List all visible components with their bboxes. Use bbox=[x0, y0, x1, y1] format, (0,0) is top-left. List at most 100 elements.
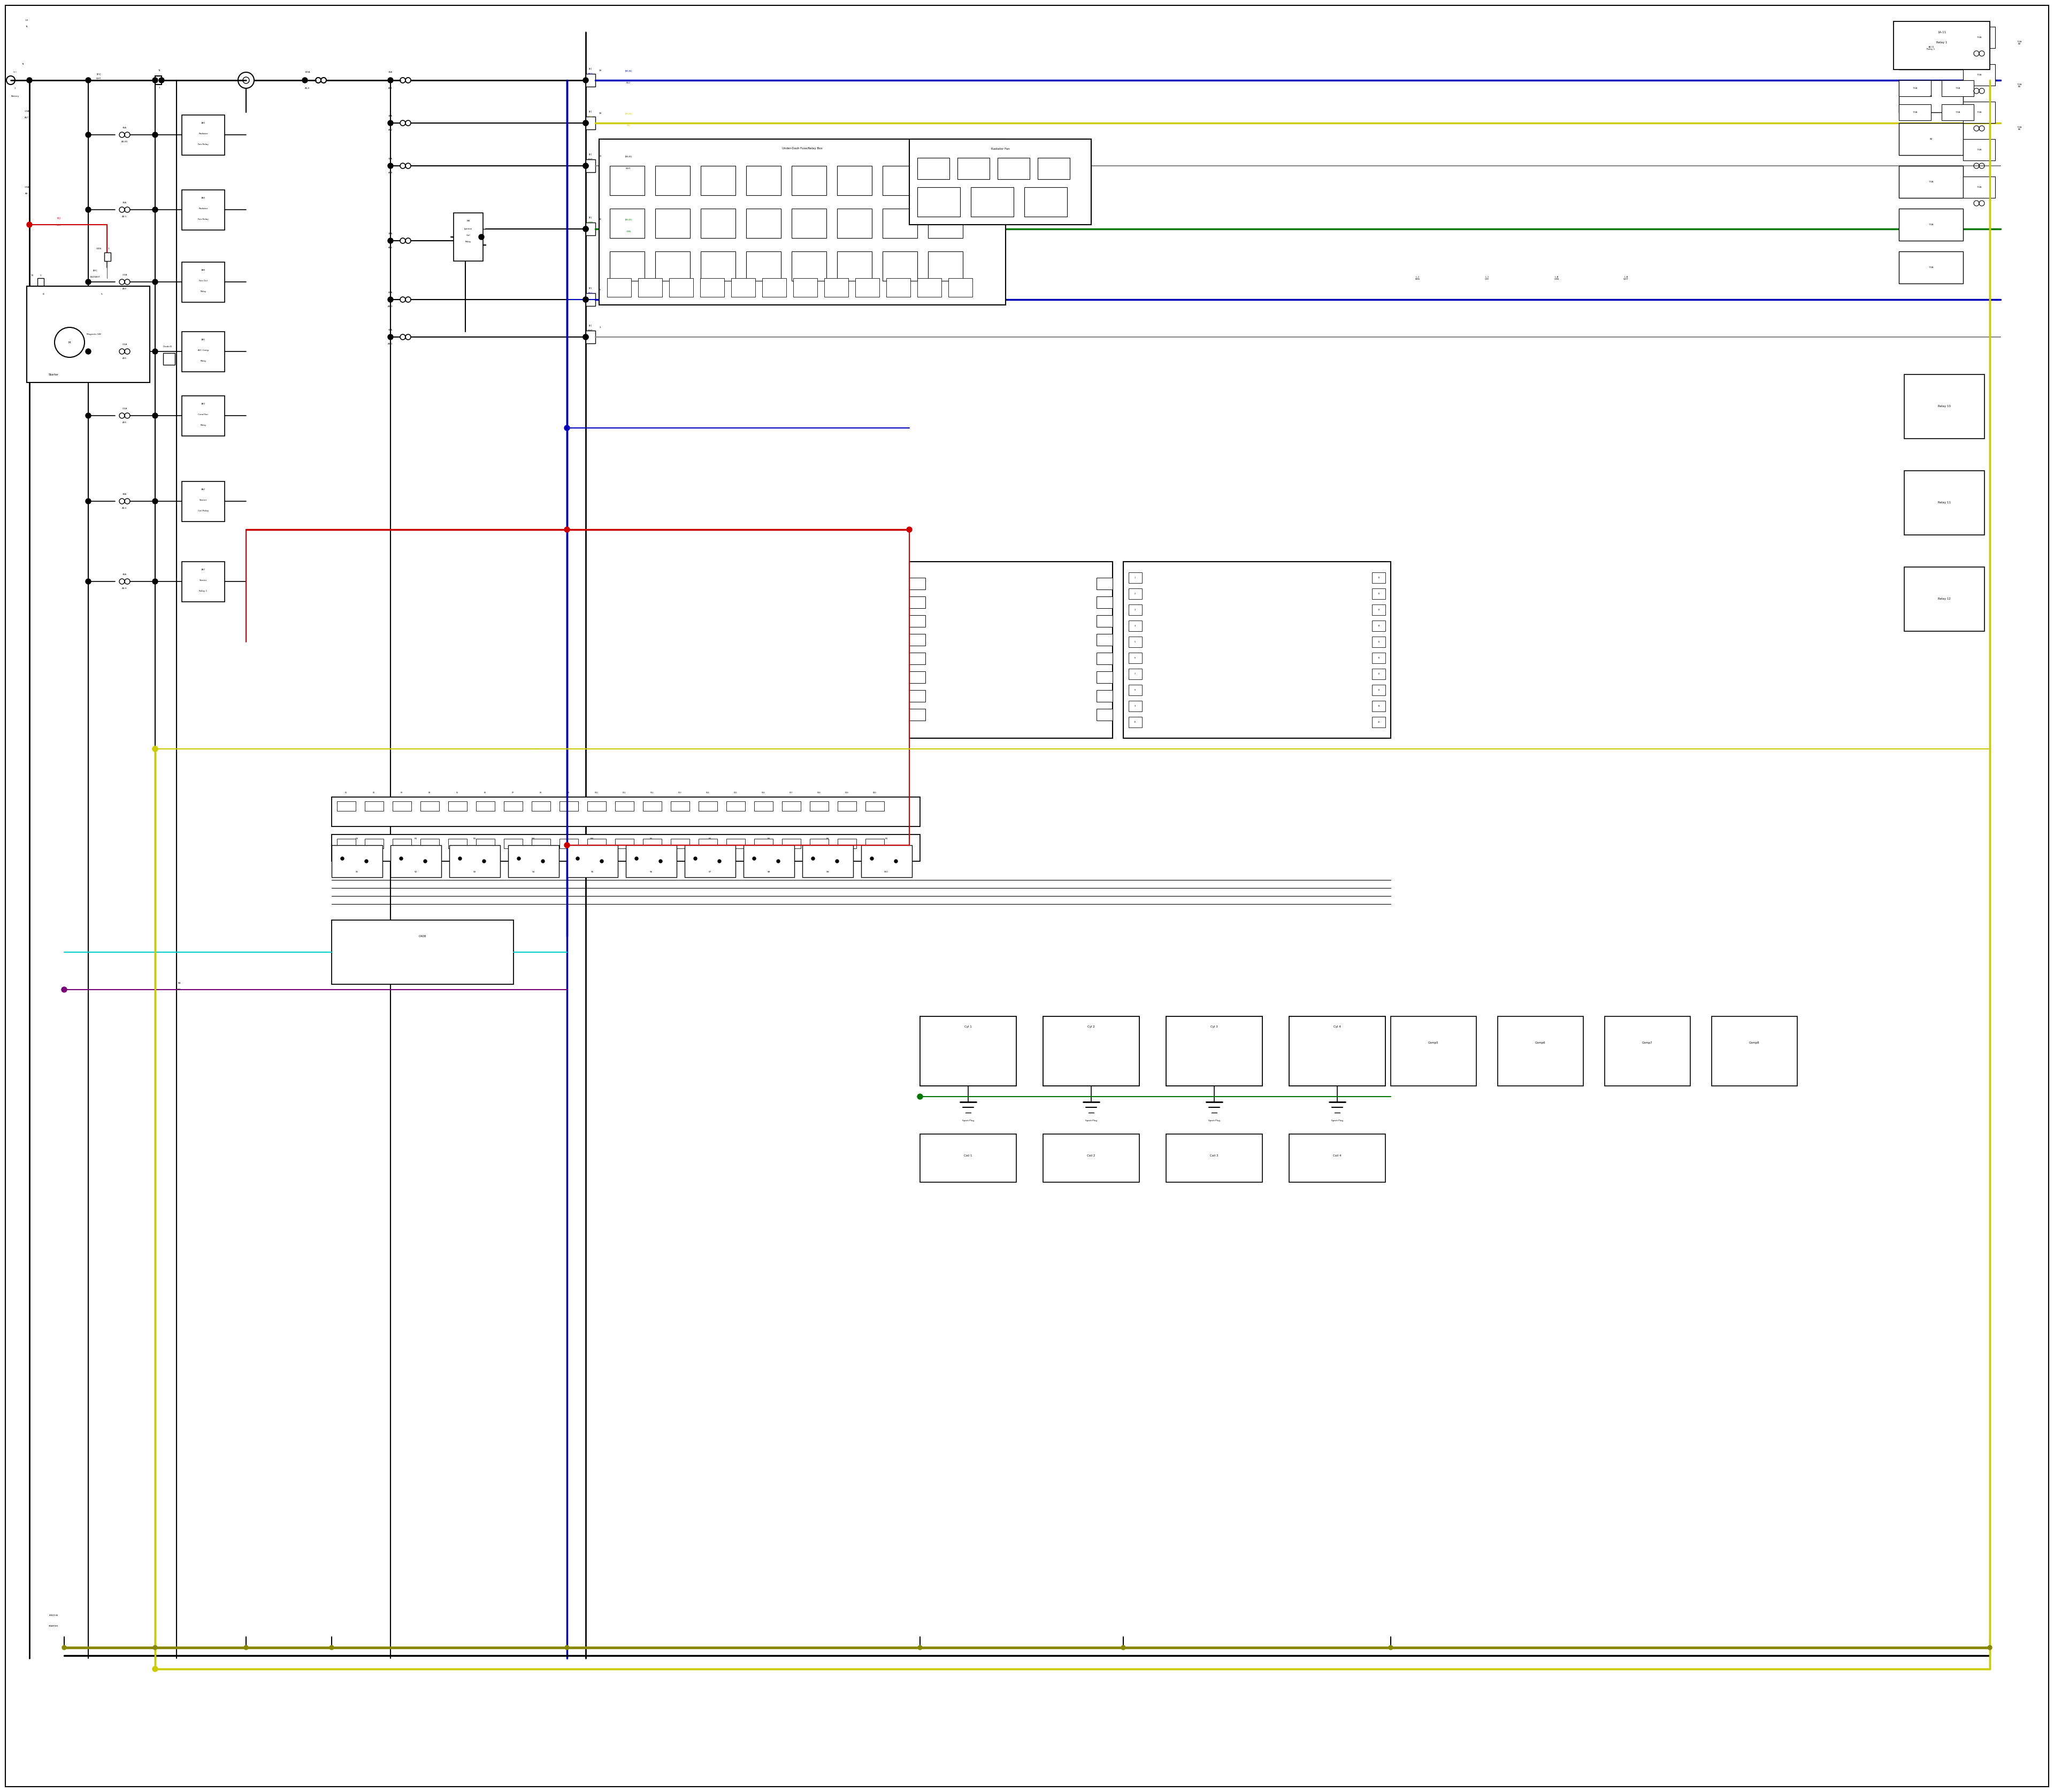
Text: RED: RED bbox=[58, 224, 62, 226]
Bar bbox=[655, 167, 690, 195]
Text: Cyl 1: Cyl 1 bbox=[965, 1025, 972, 1029]
Circle shape bbox=[86, 77, 90, 82]
Bar bbox=[503, 839, 522, 848]
Text: 7.5A
B6: 7.5A B6 bbox=[2017, 125, 2021, 131]
Text: IL-1
BRN: IL-1 BRN bbox=[1415, 276, 1419, 281]
Circle shape bbox=[388, 77, 392, 82]
Bar bbox=[793, 278, 817, 297]
Text: 7.5A: 7.5A bbox=[1912, 111, 1918, 113]
Bar bbox=[700, 278, 725, 297]
Text: 7.5A: 7.5A bbox=[1955, 111, 1960, 113]
Text: Starter: Starter bbox=[49, 373, 60, 376]
Circle shape bbox=[388, 335, 392, 340]
Bar bbox=[887, 278, 910, 297]
Bar bbox=[838, 167, 871, 195]
Text: 1A-11: 1A-11 bbox=[1937, 30, 1945, 34]
Text: BLU: BLU bbox=[626, 82, 631, 84]
Circle shape bbox=[152, 77, 158, 82]
Text: STARTER: STARTER bbox=[49, 1625, 58, 1627]
Circle shape bbox=[152, 412, 158, 418]
Bar bbox=[639, 278, 661, 297]
Bar bbox=[746, 251, 781, 281]
Text: A25: A25 bbox=[123, 421, 127, 423]
Text: P4: P4 bbox=[415, 837, 417, 840]
Circle shape bbox=[635, 857, 639, 860]
Text: P19: P19 bbox=[844, 792, 848, 794]
Text: IL-1
GRY: IL-1 GRY bbox=[1485, 276, 1489, 281]
Bar bbox=[532, 839, 550, 848]
Text: P4L: P4L bbox=[532, 837, 536, 840]
Text: 60: 60 bbox=[600, 156, 602, 158]
Bar bbox=[1097, 634, 1113, 645]
Bar bbox=[183, 561, 224, 602]
Text: 2.5A: 2.5A bbox=[121, 274, 127, 276]
Text: [EJ]: [EJ] bbox=[58, 217, 62, 219]
Bar bbox=[700, 167, 735, 195]
Circle shape bbox=[752, 857, 756, 860]
Bar bbox=[162, 353, 175, 366]
Text: P14: P14 bbox=[707, 792, 709, 794]
Text: BLU: BLU bbox=[587, 292, 594, 294]
Bar bbox=[1372, 668, 1384, 679]
Bar bbox=[105, 253, 111, 262]
Text: P4: P4 bbox=[355, 837, 357, 840]
Bar bbox=[331, 835, 920, 862]
Text: [E]: [E] bbox=[589, 109, 592, 113]
Text: A3-80: A3-80 bbox=[121, 142, 127, 143]
Text: 7.5A
B5: 7.5A B5 bbox=[2017, 82, 2021, 88]
Bar bbox=[450, 846, 499, 878]
Text: A17: A17 bbox=[25, 116, 29, 118]
Bar bbox=[1043, 1134, 1140, 1183]
Bar bbox=[1904, 471, 1984, 536]
Circle shape bbox=[388, 297, 392, 303]
Text: P1: P1 bbox=[345, 792, 347, 794]
Text: A3-5: A3-5 bbox=[121, 215, 127, 217]
Bar bbox=[1128, 636, 1142, 647]
Text: Relay 12: Relay 12 bbox=[1939, 599, 1951, 600]
Bar bbox=[854, 278, 879, 297]
Text: Relay 10: Relay 10 bbox=[1939, 405, 1951, 409]
Bar bbox=[838, 208, 871, 238]
Circle shape bbox=[1121, 1645, 1126, 1650]
Text: Cyl 4: Cyl 4 bbox=[1333, 1025, 1341, 1029]
Bar bbox=[626, 846, 676, 878]
Bar bbox=[1964, 102, 1994, 124]
Bar bbox=[587, 839, 606, 848]
Text: 59: 59 bbox=[600, 113, 602, 115]
Text: [E]: [E] bbox=[589, 287, 592, 289]
Bar bbox=[600, 140, 1006, 305]
Text: 30A: 30A bbox=[123, 493, 127, 495]
Bar bbox=[477, 839, 495, 848]
Bar bbox=[1128, 620, 1142, 631]
Bar bbox=[390, 846, 442, 878]
Bar bbox=[610, 251, 645, 281]
Text: P20: P20 bbox=[873, 792, 877, 794]
Text: P12: P12 bbox=[651, 792, 653, 794]
Bar bbox=[1894, 22, 1990, 70]
Bar bbox=[643, 839, 661, 848]
Bar bbox=[1898, 104, 1931, 120]
Text: P11: P11 bbox=[622, 792, 626, 794]
Bar bbox=[1290, 1134, 1384, 1183]
Bar bbox=[910, 652, 926, 665]
Bar bbox=[838, 839, 857, 848]
Text: 17: 17 bbox=[1378, 674, 1380, 676]
Circle shape bbox=[86, 498, 90, 504]
Text: 11: 11 bbox=[1378, 577, 1380, 579]
Bar bbox=[366, 801, 384, 812]
Bar bbox=[928, 251, 963, 281]
Text: 60A: 60A bbox=[388, 292, 392, 294]
Bar bbox=[331, 846, 382, 878]
Circle shape bbox=[893, 860, 898, 862]
Text: Comp5: Comp5 bbox=[1428, 1041, 1438, 1045]
Text: 7.5A: 7.5A bbox=[1976, 36, 1982, 38]
Bar bbox=[727, 839, 746, 848]
Circle shape bbox=[86, 280, 90, 285]
Bar bbox=[614, 839, 635, 848]
Bar bbox=[559, 839, 579, 848]
Text: Relay: Relay bbox=[199, 360, 205, 362]
Text: WHT: WHT bbox=[587, 158, 594, 161]
Circle shape bbox=[583, 297, 587, 303]
Bar bbox=[910, 710, 926, 720]
Circle shape bbox=[811, 857, 815, 860]
